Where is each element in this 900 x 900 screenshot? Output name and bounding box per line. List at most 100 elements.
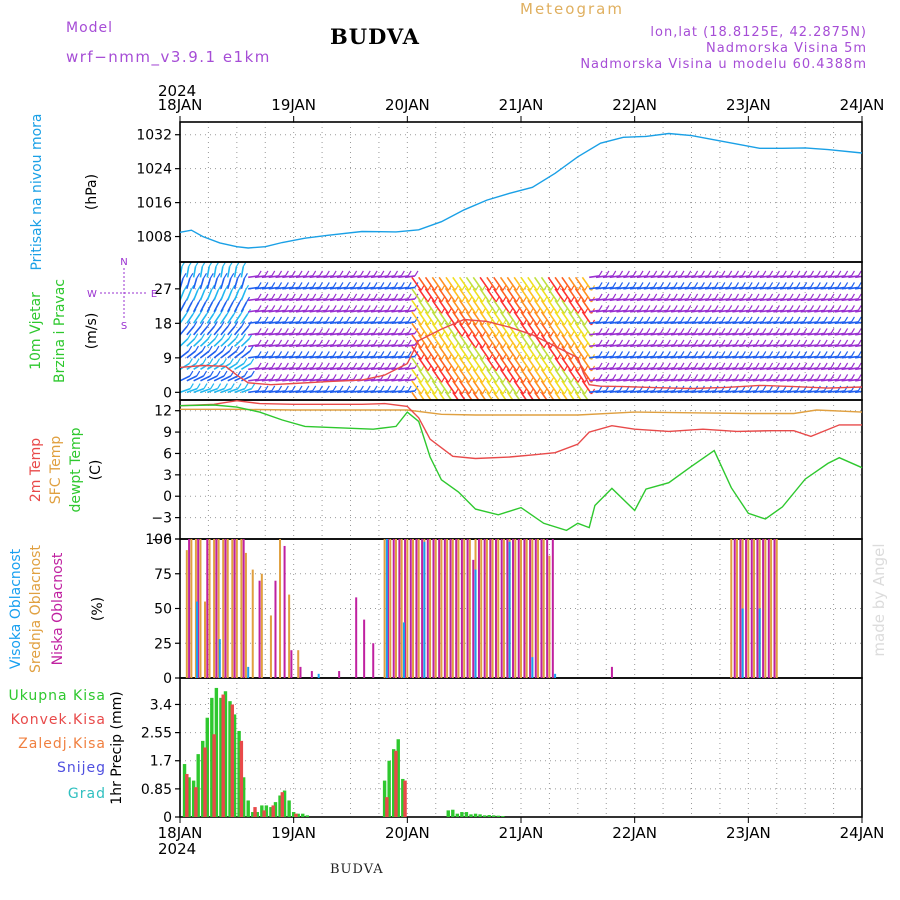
bar bbox=[500, 539, 503, 678]
series-sfc_temp bbox=[180, 408, 863, 416]
bar bbox=[520, 539, 522, 678]
bar bbox=[204, 601, 207, 678]
bar bbox=[494, 539, 497, 678]
bar bbox=[182, 764, 187, 817]
bar bbox=[457, 539, 460, 678]
precip-ylabel: 1hr Precip (mm) bbox=[109, 691, 125, 804]
bar bbox=[747, 539, 750, 678]
precip-legend-item: Zaledj.Kisa bbox=[18, 736, 106, 752]
bar bbox=[242, 539, 245, 678]
bar bbox=[756, 539, 759, 678]
bar bbox=[260, 805, 264, 817]
bar bbox=[212, 734, 216, 817]
compass-e: E bbox=[151, 289, 157, 300]
bar bbox=[775, 539, 778, 678]
bar bbox=[221, 694, 225, 817]
year-label-bottom: 2024 bbox=[158, 840, 196, 858]
bar bbox=[385, 539, 388, 678]
location-title: BUDVA bbox=[330, 24, 420, 49]
bar bbox=[208, 539, 211, 678]
bar bbox=[392, 539, 395, 678]
bar bbox=[226, 539, 229, 678]
bar bbox=[489, 539, 492, 678]
bar bbox=[446, 810, 450, 817]
xtick-label-bottom: 21JAN bbox=[499, 824, 544, 842]
wind-unit: (m/s) bbox=[84, 313, 100, 350]
xtick-label-bottom: 19JAN bbox=[271, 824, 316, 842]
bar bbox=[485, 539, 488, 678]
series-temp2m bbox=[179, 399, 862, 460]
bar bbox=[282, 790, 287, 817]
bar bbox=[434, 539, 437, 678]
xtick-label-top: 23JAN bbox=[726, 96, 771, 114]
bar bbox=[240, 539, 243, 678]
bar bbox=[262, 810, 266, 817]
bar bbox=[222, 539, 225, 678]
bar bbox=[525, 539, 528, 678]
bar bbox=[196, 754, 200, 817]
bar bbox=[188, 539, 191, 678]
bar bbox=[421, 539, 424, 678]
bar bbox=[402, 622, 405, 678]
bar bbox=[218, 639, 221, 678]
bar bbox=[253, 807, 257, 817]
bar bbox=[301, 813, 305, 817]
bar bbox=[205, 717, 209, 817]
ytick-label: 75 bbox=[154, 567, 172, 583]
temp-ylabel-2: SFC Temp bbox=[48, 436, 64, 505]
bar bbox=[463, 539, 466, 678]
series-niska-oblacnost bbox=[188, 539, 776, 678]
bar bbox=[455, 813, 460, 817]
bar bbox=[247, 666, 250, 678]
bar bbox=[355, 597, 358, 678]
ytick-label: 3 bbox=[163, 468, 172, 484]
bar bbox=[223, 691, 228, 817]
bar bbox=[491, 539, 494, 678]
bar bbox=[466, 539, 469, 678]
bar bbox=[260, 573, 263, 678]
bar bbox=[443, 539, 446, 678]
bar bbox=[194, 539, 197, 678]
temp-ylabel-1: 2m Temp bbox=[28, 438, 44, 502]
bar bbox=[224, 539, 227, 678]
bar bbox=[290, 650, 293, 678]
credit-label: made by Angel bbox=[870, 543, 888, 656]
bar bbox=[767, 539, 770, 678]
bar bbox=[512, 539, 515, 678]
bar bbox=[753, 539, 756, 678]
bar bbox=[730, 539, 733, 678]
bar bbox=[191, 780, 196, 817]
bar bbox=[387, 539, 390, 678]
xtick-label-bottom: 18JAN bbox=[158, 824, 203, 842]
bar bbox=[264, 805, 269, 817]
series-konvek-kisa bbox=[185, 694, 407, 817]
bar bbox=[199, 539, 202, 678]
bar bbox=[537, 539, 540, 678]
bar bbox=[196, 601, 199, 678]
bar bbox=[469, 814, 473, 817]
bar bbox=[478, 814, 482, 817]
bar bbox=[385, 797, 389, 817]
temp-ylabel-3: dewpt Temp bbox=[68, 427, 84, 512]
bar bbox=[531, 539, 534, 678]
bar bbox=[287, 800, 291, 817]
bar bbox=[404, 539, 407, 678]
ytick-label: 0.85 bbox=[141, 782, 172, 798]
bar bbox=[271, 805, 275, 817]
bar bbox=[464, 812, 469, 817]
bar bbox=[423, 541, 426, 678]
bar bbox=[383, 539, 386, 678]
coordinates-label: lon,lat (18.8125E, 42.2875N) bbox=[650, 25, 867, 40]
bar bbox=[251, 569, 254, 678]
bar bbox=[269, 807, 273, 817]
bar bbox=[394, 539, 397, 678]
cloud-ylabel-1: Visoka Oblacnost bbox=[8, 548, 24, 669]
xtick-label-top: 20JAN bbox=[385, 96, 430, 114]
bar bbox=[400, 539, 403, 678]
bar bbox=[502, 539, 505, 678]
ytick-label: 1032 bbox=[136, 128, 172, 144]
ytick-label: −6 bbox=[151, 532, 172, 548]
ytick-label: 0 bbox=[163, 489, 172, 505]
precip-legend-item: Grad bbox=[68, 786, 106, 802]
